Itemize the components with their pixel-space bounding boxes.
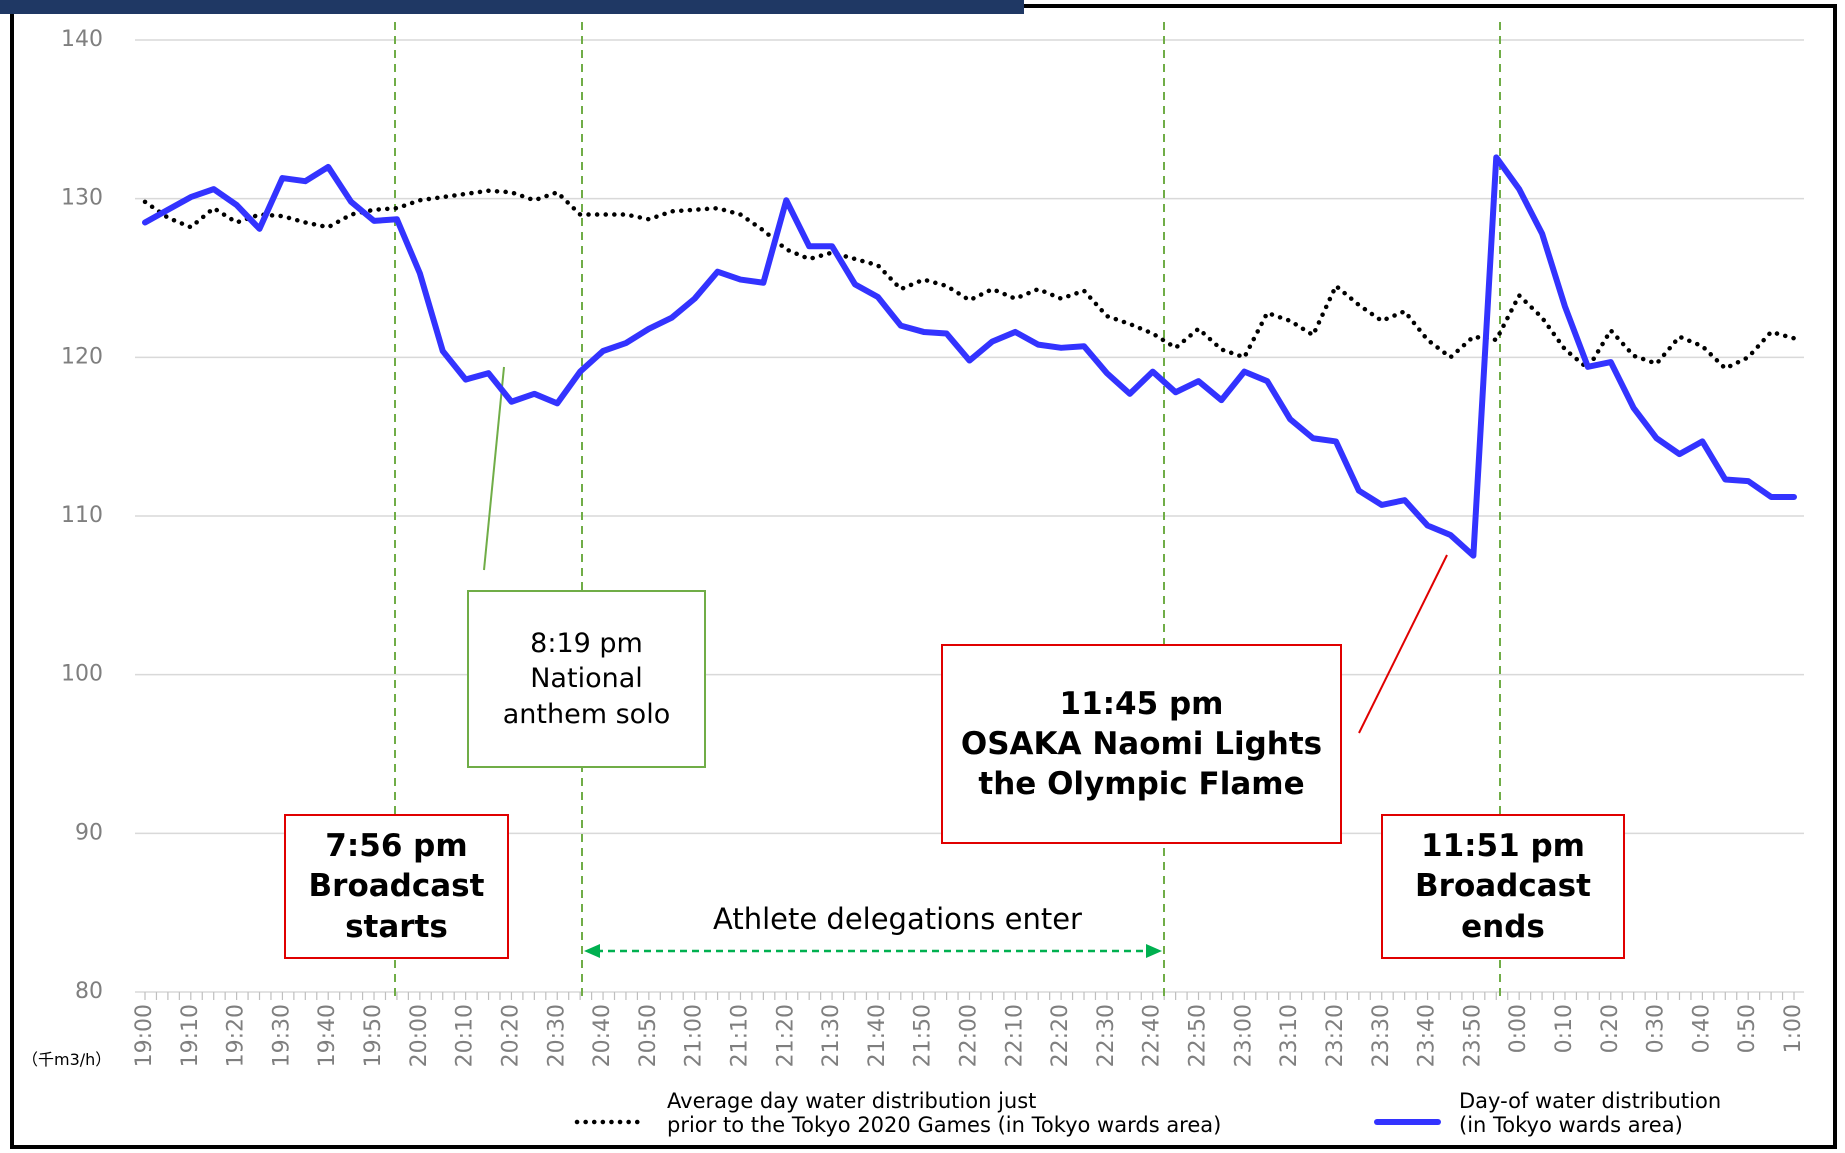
x-tick-label: 0:20 [1598,1004,1623,1053]
x-tick-label: 22:50 [1186,1004,1211,1067]
x-tick-label: 19:40 [315,1004,340,1067]
x-tick-label: 23:30 [1369,1004,1394,1067]
x-tick-label: 20:10 [453,1004,478,1067]
x-tick-label: 23:50 [1460,1004,1485,1067]
x-tick-label: 21:10 [727,1004,752,1067]
x-tick-label: 22:30 [1094,1004,1119,1067]
x-tick-label: 0:00 [1506,1004,1531,1053]
annotation-box: 11:45 pm OSAKA Naomi Lights the Olympic … [941,644,1342,844]
arrow-head [1146,944,1162,958]
x-tick-label: 21:00 [682,1004,707,1067]
x-tick-label: 1:00 [1781,1004,1806,1053]
x-tick-label: 19:50 [361,1004,386,1067]
x-tick-label: 21:40 [865,1004,890,1067]
annotation-box: 7:56 pm Broadcast starts [284,814,509,959]
series-line [142,154,1797,559]
x-tick-label: 23:10 [1277,1004,1302,1067]
x-tick-label: 19:20 [224,1004,249,1067]
y-tick-label: 140 [61,27,103,52]
x-tick-label: 20:30 [544,1004,569,1067]
leader-line [1358,554,1448,734]
arrow-head [584,944,600,958]
x-tick-label: 20:50 [636,1004,661,1067]
x-tick-label: 22:40 [1140,1004,1165,1067]
x-tick-label: 0:30 [1644,1004,1669,1053]
x-tick-label: 0:40 [1689,1004,1714,1053]
x-tick-label: 22:00 [957,1004,982,1067]
annotation-box: 11:51 pm Broadcast ends [1381,814,1625,959]
x-tick-label: 0:10 [1552,1004,1577,1053]
x-tick-label: 21:50 [911,1004,936,1067]
x-tick-label: 0:50 [1735,1004,1760,1053]
leader-line [483,366,505,571]
y-tick-label: 120 [61,344,103,369]
y-unit-label: （千m3/h） [22,1050,112,1069]
x-tick-label: 22:10 [1002,1004,1027,1067]
x-tick-label: 20:40 [590,1004,615,1067]
x-tick-label: 20:20 [498,1004,523,1067]
y-tick-label: 100 [61,662,103,687]
annotation-text: Athlete delegations enter [713,902,1082,936]
x-tick-label: 23:40 [1415,1004,1440,1067]
x-tick-label: 21:30 [819,1004,844,1067]
series-line [142,188,1797,371]
legend-label: Average day water distribution just prio… [667,1089,1222,1138]
x-tick-label: 23:20 [1323,1004,1348,1067]
legend-label: Day-of water distribution (in Tokyo ward… [1459,1089,1722,1138]
x-tick-label: 21:20 [773,1004,798,1067]
x-tick-label: 22:20 [1048,1004,1073,1067]
annotation-box: 8:19 pm National anthem solo [467,590,706,768]
y-tick-label: 130 [61,186,103,211]
x-tick-label: 19:00 [132,1004,157,1067]
y-tick-label: 110 [61,503,103,528]
x-tick-label: 19:10 [178,1004,203,1067]
y-tick-label: 90 [75,820,103,845]
top-bar [0,0,1024,14]
x-tick-label: 23:00 [1231,1004,1256,1067]
x-tick-label: 19:30 [269,1004,294,1067]
y-tick-label: 80 [75,979,103,1004]
x-tick-label: 20:00 [407,1004,432,1067]
